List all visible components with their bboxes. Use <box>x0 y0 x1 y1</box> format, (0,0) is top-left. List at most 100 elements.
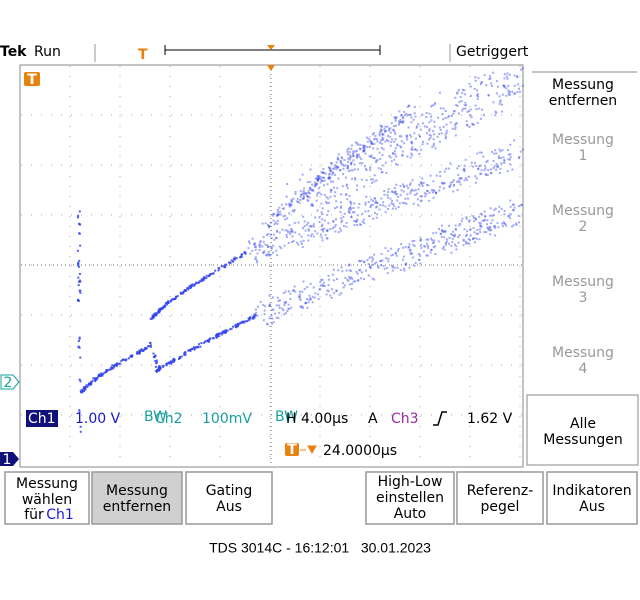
sample-dot <box>423 192 426 195</box>
sample-dot <box>419 239 422 242</box>
sample-dot <box>402 121 405 124</box>
menu-button[interactable] <box>365 471 455 525</box>
button-text: Aus <box>579 499 605 515</box>
menu-button[interactable] <box>456 471 544 525</box>
sample-dot <box>484 215 486 218</box>
sample-dot <box>476 97 479 100</box>
sample-dot <box>454 128 457 131</box>
sample-dot <box>392 203 395 206</box>
sample-dot <box>235 257 238 260</box>
sample-dot <box>489 233 492 236</box>
sample-dot <box>410 135 413 138</box>
sample-dot <box>290 230 293 233</box>
sample-dot <box>503 77 506 80</box>
sample-dot <box>158 369 161 372</box>
sample-dot <box>282 292 285 295</box>
sample-dot <box>361 162 364 165</box>
sample-dot <box>362 218 365 221</box>
sample-dot <box>376 213 379 216</box>
sample-dot <box>209 337 211 340</box>
trigger-mode: A <box>368 411 378 427</box>
sample-dot <box>449 181 452 184</box>
sample-dot <box>366 259 369 261</box>
sample-dot <box>381 138 384 141</box>
sample-dot <box>473 216 476 219</box>
sample-dot <box>159 309 162 312</box>
sample-dot <box>301 307 304 310</box>
sample-dot <box>254 308 257 311</box>
sample-dot <box>519 90 521 93</box>
sample-dot <box>499 167 502 170</box>
sample-dot <box>354 280 357 283</box>
sample-dot <box>359 143 362 146</box>
sample-dot <box>163 306 166 309</box>
sample-dot <box>352 153 354 156</box>
sample-dot <box>428 191 431 194</box>
sample-dot <box>302 239 305 242</box>
sample-dot <box>419 181 422 184</box>
sample-dot <box>382 201 385 204</box>
menu-button[interactable] <box>526 394 639 466</box>
sample-dot <box>381 259 384 262</box>
sample-dot <box>371 178 374 181</box>
sample-dot <box>350 276 353 279</box>
sample-dot <box>154 360 157 362</box>
sample-dot <box>87 384 90 387</box>
sample-dot <box>165 362 168 365</box>
sample-dot <box>217 335 220 338</box>
sample-dot <box>268 303 271 306</box>
sample-dot <box>489 225 491 228</box>
sample-dot <box>315 177 318 180</box>
menu-button[interactable] <box>91 471 183 525</box>
sample-dot <box>316 175 319 178</box>
sample-dot <box>492 167 495 169</box>
sample-dot <box>460 100 463 103</box>
sample-dot <box>326 213 329 216</box>
menu-button[interactable] <box>546 471 638 525</box>
sample-dot <box>276 213 279 216</box>
sample-dot <box>208 340 210 343</box>
sample-dot <box>250 317 253 320</box>
sample-dot <box>321 225 323 228</box>
sample-dot <box>327 173 330 176</box>
sample-dot <box>281 307 284 310</box>
sample-dot <box>364 210 367 213</box>
sample-dot <box>475 108 478 111</box>
menu-button[interactable] <box>4 471 90 525</box>
sample-dot <box>379 204 382 206</box>
sample-dot <box>358 259 361 262</box>
sample-dot <box>281 207 284 210</box>
sample-dot <box>518 205 520 208</box>
sample-dot <box>448 242 450 245</box>
sample-dot <box>309 186 312 189</box>
horizontal-scale: H 4.00µs <box>286 411 348 427</box>
sample-dot <box>493 152 496 155</box>
sample-dot <box>505 87 508 90</box>
sample-dot <box>461 109 464 112</box>
sample-dot <box>168 362 171 365</box>
sample-dot <box>149 345 152 348</box>
sample-dot <box>222 331 225 334</box>
sample-dot <box>214 269 217 272</box>
sample-dot <box>348 151 351 154</box>
sample-dot <box>347 153 349 156</box>
sample-dot <box>263 313 266 316</box>
sample-dot <box>306 195 309 198</box>
sample-dot <box>352 280 355 283</box>
sample-dot <box>309 297 312 300</box>
sample-dot <box>356 156 358 159</box>
menu-button[interactable] <box>185 471 273 525</box>
sample-dot <box>481 108 484 111</box>
sample-dot <box>379 130 382 133</box>
sample-dot <box>301 290 304 293</box>
sample-dot <box>158 310 160 313</box>
sample-dot <box>109 368 112 371</box>
sample-dot <box>428 121 431 124</box>
sample-dot <box>188 285 191 288</box>
sample-dot <box>320 178 322 181</box>
sample-dot <box>434 192 437 195</box>
sample-dot <box>321 284 324 287</box>
sample-dot <box>285 236 288 239</box>
sample-dot <box>254 256 257 259</box>
sample-dot <box>491 150 493 153</box>
